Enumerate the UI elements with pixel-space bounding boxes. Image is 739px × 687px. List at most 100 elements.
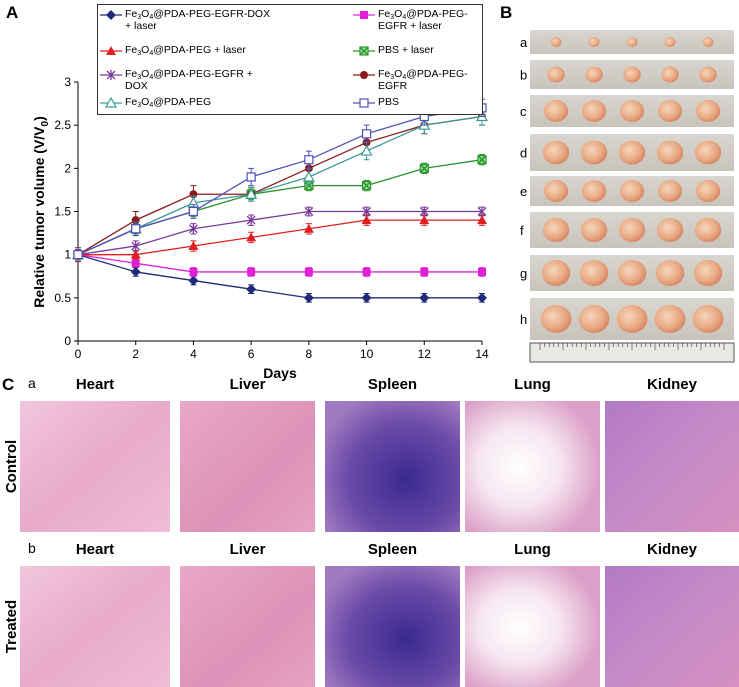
tumor [542,140,570,165]
legend-swatch [100,10,122,20]
tumor [699,66,717,83]
marker [188,241,199,251]
y-tick-label: 1.5 [54,205,71,219]
y-tick-label: 0.5 [54,291,71,305]
tumor [547,66,565,83]
y-tick-label: 0 [64,334,71,348]
marker [247,267,256,276]
marker [420,267,429,276]
marker [362,206,372,217]
row-label: c [520,104,527,119]
tumor [623,66,641,83]
row-label: b [520,68,527,83]
marker [361,215,372,225]
marker [419,163,429,173]
marker [361,129,372,139]
organ-label: Heart [76,541,114,558]
tumor [619,180,645,202]
legend-swatch [353,71,375,79]
tumor [657,100,683,122]
marker [477,206,487,217]
legend: Fe3O4@PDA-PEG-EGFR-DOX + laser Fe3O4@PDA-… [97,4,483,115]
tumor [655,260,685,286]
y-tick-label: 2.5 [54,118,71,132]
marker [359,46,369,56]
histology-image [180,566,315,687]
x-tick-label: 6 [248,347,255,361]
marker [245,187,258,199]
marker [303,223,314,233]
series-line [77,107,483,256]
legend-label: PBS [378,96,400,108]
tumor [543,180,569,202]
legend-item: PBS [353,93,482,114]
tumor [585,66,603,83]
tumor [579,260,609,286]
legend-label: Fe3O4@PDA-PEG + laser [125,44,246,57]
tumor [616,305,648,333]
row-label: d [520,146,527,161]
marker [106,70,116,80]
histology-image [20,401,170,532]
x-tick-label: 10 [360,347,374,361]
panel-label: A [6,3,18,22]
tumor [664,37,676,47]
organ-label: Heart [76,376,114,393]
tumor [578,305,610,333]
tumor [617,260,647,286]
legend-item: PBS + laser [353,41,482,65]
marker [189,267,198,276]
marker [361,181,372,191]
marker [477,215,487,225]
legend-item: Fe3O4@PDA-PEG [98,93,353,114]
marker [304,267,313,276]
marker [359,98,369,108]
tumor [657,180,683,202]
histology-image [465,401,600,532]
marker [360,11,368,19]
group-label: Control [3,440,20,493]
legend-label: Fe3O4@PDA-PEG [125,96,212,109]
tumor [693,260,723,286]
histology-image [325,401,460,532]
tumor [542,218,570,242]
marker [246,232,257,242]
marker [130,266,141,277]
marker [361,292,372,303]
legend-label: Fe3O4@PDA-PEG-EGFR + DOX [125,68,253,92]
x-tick-label: 2 [132,347,139,361]
organ-label: Spleen [368,376,417,393]
row-label: h [520,312,527,327]
y-axis-label: Relative tumor volume (V/V0) [31,116,51,308]
x-tick-label: 0 [75,347,82,361]
marker [104,97,118,108]
marker [419,215,430,225]
organ-label: Liver [230,541,266,558]
tumor [695,180,721,202]
tumor [694,140,722,165]
marker [131,259,140,268]
series-line [77,115,483,256]
legend-label: Fe3O4@PDA-PEG-EGFR + laser [378,8,468,32]
y-tick-label: 3 [64,75,71,89]
series-line [78,219,482,256]
legend-swatch [100,97,122,108]
marker [188,223,198,234]
tumor [543,100,569,122]
organ-label: Kidney [647,541,698,558]
tumor [581,180,607,202]
y-tick-label: 1 [64,248,71,262]
histology-image [20,566,170,687]
tumor [618,218,646,242]
marker [106,10,116,20]
marker [304,206,314,217]
marker [302,170,315,182]
organ-label: Lung [514,541,551,558]
marker [360,71,368,79]
tumor [550,37,562,47]
organ-label: Kidney [647,376,698,393]
tumor [580,140,608,165]
series-line [77,254,482,273]
